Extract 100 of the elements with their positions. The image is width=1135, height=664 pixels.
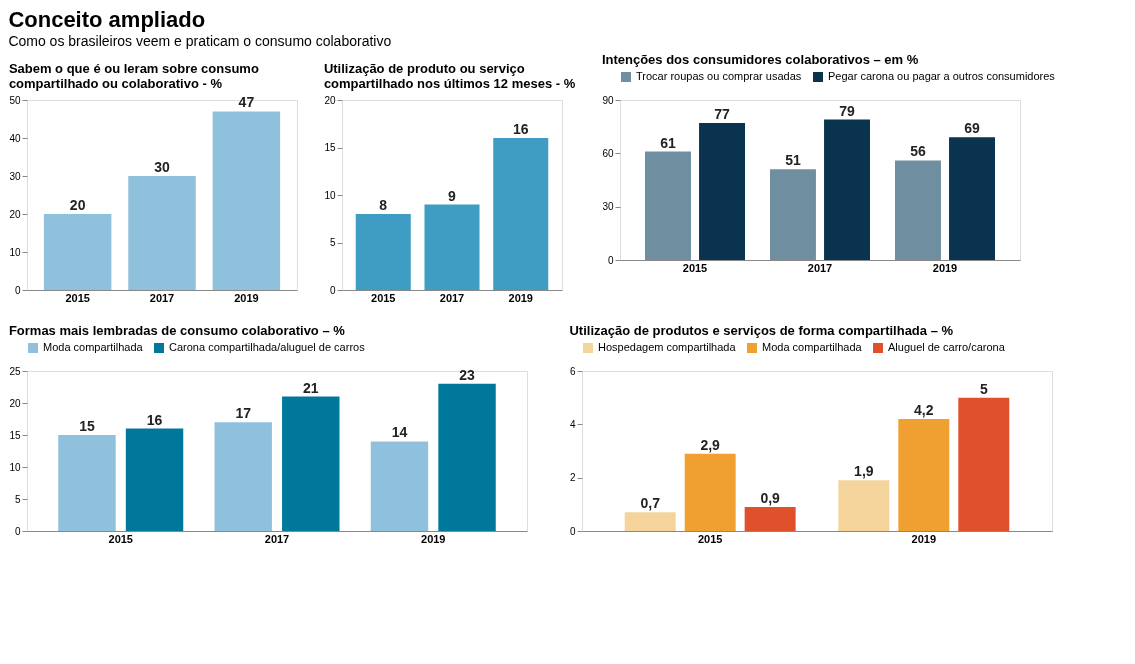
data-label: 0,7 bbox=[640, 495, 661, 512]
x-tick-label: 2017 bbox=[264, 532, 290, 545]
data-label: 20 bbox=[69, 197, 86, 213]
y-tick-label: 5 bbox=[329, 237, 336, 248]
y-tick-label: 90 bbox=[602, 94, 614, 106]
legend-label: Hospedagem compartilhada bbox=[598, 341, 737, 353]
x-tick-label: 2019 bbox=[911, 532, 937, 545]
data-label: 1,9 bbox=[854, 463, 874, 480]
data-label: 30 bbox=[154, 159, 170, 175]
bar bbox=[58, 435, 116, 531]
bar bbox=[424, 204, 480, 290]
x-tick-label: 2017 bbox=[149, 291, 175, 304]
y-tick-label: 40 bbox=[9, 132, 21, 144]
bar bbox=[214, 422, 272, 531]
bar bbox=[770, 169, 816, 260]
chart-title: Sabem o que é ou leram sobre consumo compartilhado ou colaborativo - % bbox=[8, 61, 259, 91]
chart-title: Utilização de produto ou serviço compartilhado nos últimos 12 meses - % bbox=[323, 61, 576, 91]
bar bbox=[624, 512, 676, 531]
bar bbox=[438, 383, 496, 531]
x-tick-label: 2015 bbox=[371, 291, 396, 304]
bar bbox=[125, 428, 184, 531]
y-tick-label: 30 bbox=[602, 201, 614, 213]
y-tick-label: 10 bbox=[324, 189, 336, 201]
x-tick-label: 2015 bbox=[108, 532, 133, 545]
y-tick-label: 60 bbox=[602, 147, 614, 159]
text: Como os brasileiros veem e praticam o consumo colaborativo bbox=[8, 32, 392, 49]
bar bbox=[684, 453, 736, 531]
bar bbox=[370, 441, 429, 531]
bar bbox=[895, 160, 941, 260]
data-label: 16 bbox=[146, 411, 163, 428]
y-tick-label: 0 bbox=[569, 525, 576, 537]
bar bbox=[355, 214, 411, 290]
bar bbox=[958, 397, 1010, 531]
data-label: 23 bbox=[459, 366, 476, 383]
bar bbox=[212, 111, 281, 290]
data-label: 0,9 bbox=[760, 490, 781, 506]
legend-label: Aluguel de carro/carona bbox=[888, 341, 1006, 353]
bar bbox=[645, 151, 691, 260]
y-tick-label: 10 bbox=[9, 461, 21, 473]
y-tick-label: 2 bbox=[569, 472, 576, 484]
x-tick-label: 2019 bbox=[932, 261, 958, 274]
bar bbox=[898, 419, 950, 531]
data-label: 9 bbox=[448, 187, 457, 204]
data-label: 51 bbox=[785, 152, 801, 169]
bar bbox=[699, 123, 745, 260]
bar bbox=[949, 137, 995, 260]
y-tick-label: 20 bbox=[9, 397, 21, 409]
y-tick-label: 6 bbox=[569, 365, 576, 377]
bar bbox=[128, 176, 196, 290]
bar bbox=[824, 119, 870, 260]
bar bbox=[43, 214, 112, 290]
data-label: 8 bbox=[379, 197, 388, 213]
data-label: 79 bbox=[839, 102, 856, 119]
y-tick-label: 0 bbox=[607, 254, 614, 266]
y-tick-label: 25 bbox=[9, 365, 21, 377]
x-tick-label: 2019 bbox=[421, 532, 446, 545]
legend-label: Moda compartilhada bbox=[43, 341, 144, 353]
data-label: 5 bbox=[979, 380, 988, 397]
chart-title: Intenções dos consumidores colaborativos – em % bbox=[601, 52, 919, 67]
legend-label: Trocar roupas ou comprar usadas bbox=[636, 70, 802, 82]
data-label: 4,2 bbox=[914, 402, 934, 418]
data-label: 15 bbox=[79, 418, 95, 434]
text: Conceito ampliado bbox=[8, 6, 206, 32]
y-tick-label: 15 bbox=[324, 142, 336, 153]
x-tick-label: 2017 bbox=[807, 261, 833, 274]
x-tick-label: 2015 bbox=[65, 291, 90, 304]
bar bbox=[838, 480, 890, 531]
chart-title: Formas mais lembradas de consumo colaborativo – % bbox=[8, 323, 346, 338]
y-tick-label: 10 bbox=[9, 246, 21, 258]
y-tick-label: 4 bbox=[569, 418, 576, 430]
x-tick-label: 2015 bbox=[697, 532, 723, 545]
y-tick-label: 5 bbox=[14, 493, 21, 505]
data-label: 21 bbox=[302, 379, 319, 396]
x-tick-label: 2019 bbox=[234, 291, 259, 304]
data-label: 69 bbox=[964, 120, 981, 137]
y-tick-label: 20 bbox=[324, 94, 336, 106]
y-tick-label: 50 bbox=[9, 94, 21, 106]
x-tick-label: 2017 bbox=[439, 291, 465, 304]
data-label: 2,9 bbox=[700, 436, 721, 453]
y-tick-label: 15 bbox=[9, 429, 21, 441]
data-label: 61 bbox=[660, 134, 676, 151]
y-tick-label: 20 bbox=[9, 208, 21, 220]
bar bbox=[282, 396, 340, 531]
y-tick-label: 0 bbox=[329, 284, 336, 296]
y-tick-label: 0 bbox=[14, 284, 21, 296]
legend-label: Pegar carona ou pagar a outros consumidores bbox=[828, 70, 1056, 82]
chart-title: Utilização de produtos e serviços de forma compartilhada – % bbox=[569, 323, 954, 338]
data-label: 17 bbox=[235, 405, 252, 422]
bar bbox=[493, 138, 549, 290]
data-label: 56 bbox=[910, 143, 926, 160]
bar bbox=[744, 507, 796, 531]
y-tick-label: 0 bbox=[14, 525, 21, 537]
x-tick-label: 2015 bbox=[682, 261, 708, 274]
legend-label: Moda compartilhada bbox=[762, 341, 863, 353]
data-label: 16 bbox=[512, 121, 529, 137]
x-tick-label: 2019 bbox=[508, 291, 533, 304]
data-label: 77 bbox=[714, 106, 731, 123]
data-label: 14 bbox=[391, 424, 408, 441]
data-label: 47 bbox=[238, 94, 255, 111]
y-tick-label: 30 bbox=[9, 170, 21, 182]
